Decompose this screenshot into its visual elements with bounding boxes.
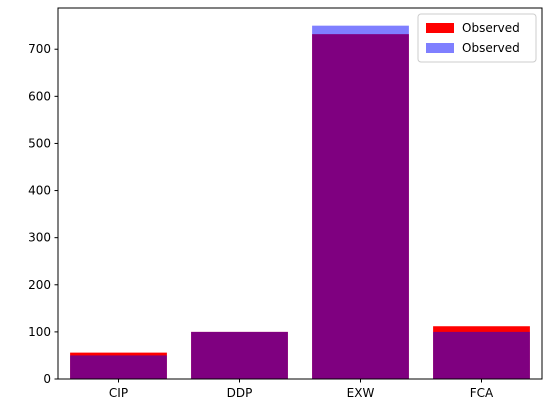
y-tick-label: 400: [28, 184, 51, 198]
axes-frame: [57, 7, 543, 380]
bars-layer: [70, 25, 530, 380]
y-tick-label: 200: [28, 278, 51, 292]
x-axis: CIP DDP EXW FCA: [109, 379, 494, 400]
bar-exw-series-2: [312, 25, 409, 379]
legend-label-series-1: Observed: [462, 21, 520, 35]
bar-cip-series-2: [70, 355, 167, 379]
y-tick-label: 500: [28, 136, 51, 150]
y-tick-label: 600: [28, 89, 51, 103]
y-tick-label: 0: [43, 372, 51, 386]
x-tick-label-ddp: DDP: [227, 386, 253, 400]
y-tick-label: 300: [28, 231, 51, 245]
y-axis: 0 100 200 300 400 500 600 700: [28, 42, 58, 386]
bar-fca-series-2: [433, 331, 530, 379]
legend: Observed Observed: [417, 13, 537, 63]
x-tick-label-fca: FCA: [470, 386, 494, 400]
bar-ddp-series-2: [191, 331, 288, 379]
legend-label-series-2: Observed: [462, 41, 520, 55]
x-tick-label-exw: EXW: [347, 386, 375, 400]
x-tick-label-cip: CIP: [109, 386, 128, 400]
y-tick-label: 700: [28, 42, 51, 56]
legend-swatch-series-1: [426, 23, 454, 33]
legend-swatch-series-2: [426, 43, 454, 53]
y-tick-label: 100: [28, 325, 51, 339]
